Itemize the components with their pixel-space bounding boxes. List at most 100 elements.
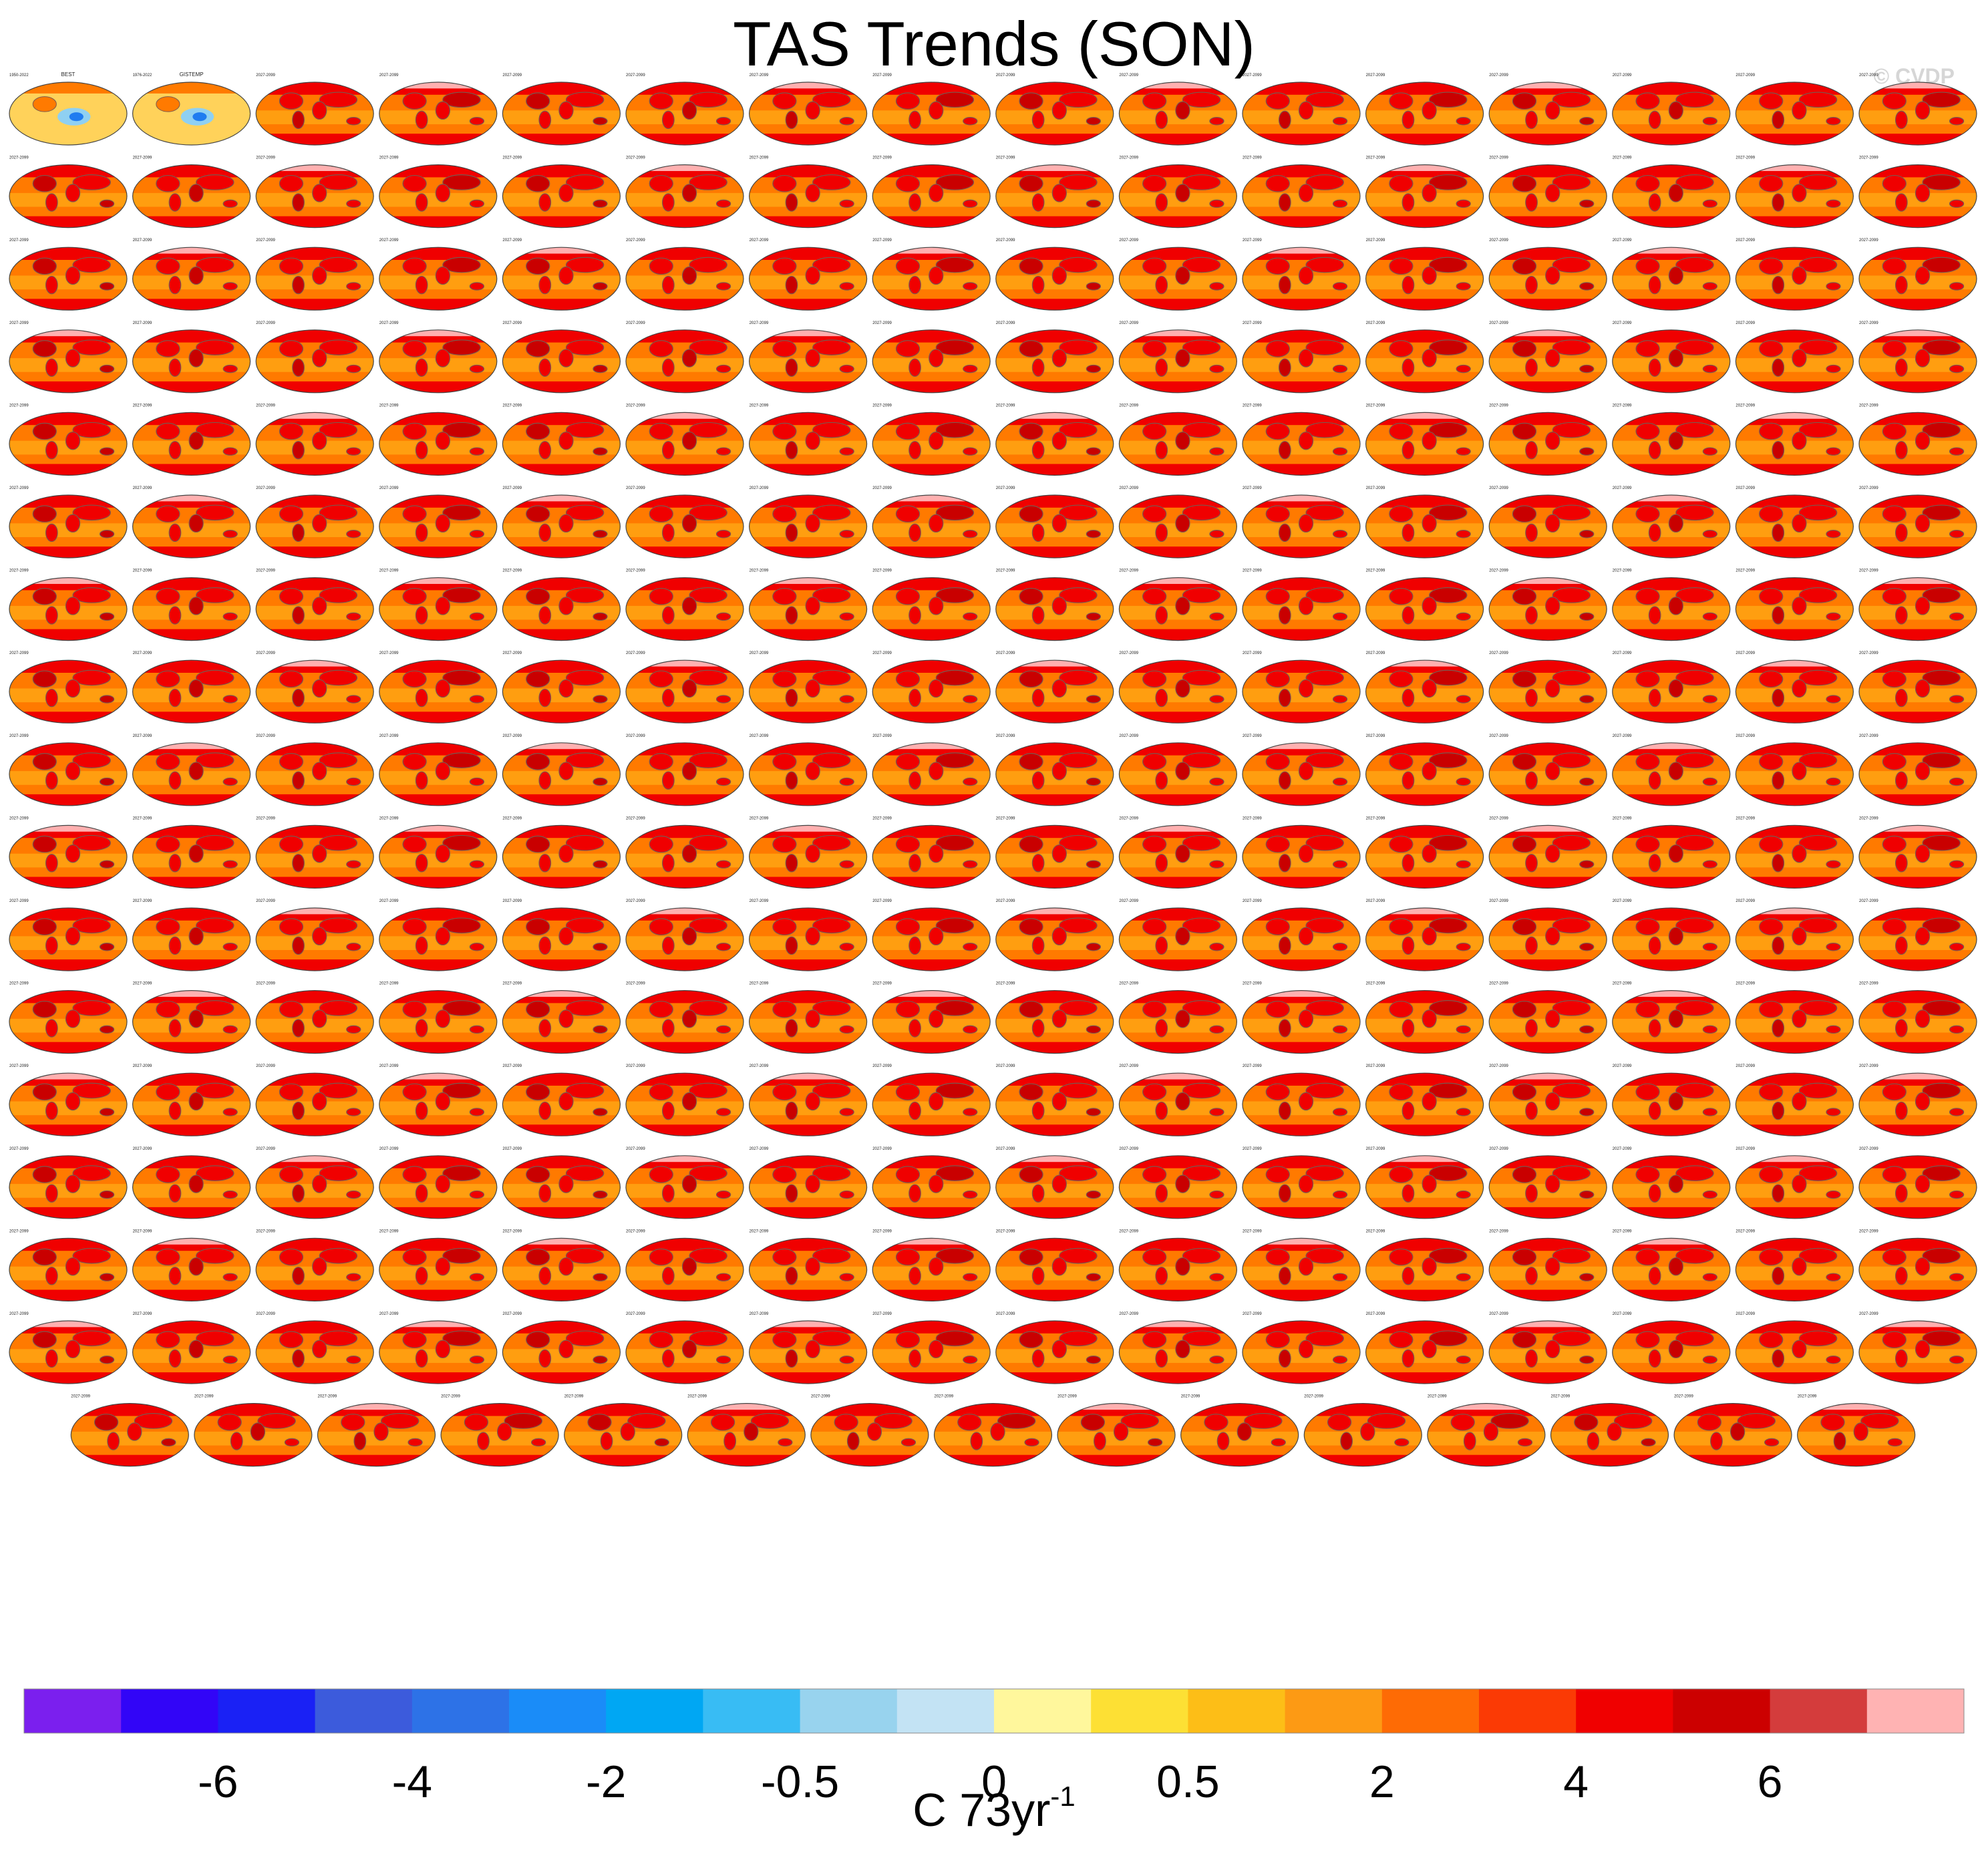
model-period-label: 2027-2099 bbox=[1735, 734, 1755, 738]
map-panel: 2027-2099 bbox=[1118, 982, 1238, 1054]
map-panel: 2027-2099 bbox=[379, 1312, 498, 1384]
map-panel: 2027-2099 bbox=[1118, 899, 1238, 971]
model-period-label: 2027-2099 bbox=[1735, 239, 1755, 243]
model-period-label: 2027-2099 bbox=[750, 321, 769, 325]
model-period-label: 2027-2099 bbox=[1613, 486, 1632, 490]
map-panel: 2027-2099 bbox=[1242, 982, 1361, 1054]
map-panel: 2027-2099 bbox=[564, 1395, 683, 1467]
model-period-label: 2027-2099 bbox=[256, 321, 275, 325]
map-panel: 2027-2099 bbox=[132, 816, 251, 889]
map-panel: 2027-2099 bbox=[1735, 1229, 1854, 1302]
model-period-label: 2027-2099 bbox=[996, 651, 1015, 655]
map-panel: 2027-2099 bbox=[132, 156, 251, 228]
model-period-label: 2027-2099 bbox=[1859, 982, 1878, 986]
model-period-label: 2027-2099 bbox=[1859, 899, 1878, 903]
colorbar-segment bbox=[606, 1689, 703, 1733]
map-panel: 2027-2099 bbox=[1242, 321, 1361, 394]
model-period-label: 2027-2099 bbox=[750, 486, 769, 490]
map-panel: 2027-2099 bbox=[1612, 651, 1731, 724]
map-panel: 2027-2099 bbox=[1242, 816, 1361, 889]
map-panel: 2027-2099 bbox=[1735, 734, 1854, 806]
model-period-label: 2027-2099 bbox=[9, 816, 29, 820]
model-period-label: 2027-2099 bbox=[1366, 156, 1385, 160]
map-panel: 2027-2099 bbox=[1118, 569, 1238, 641]
map-panel: 2027-2099 bbox=[748, 321, 868, 394]
model-period-label: 2027-2099 bbox=[1242, 1312, 1262, 1316]
model-period-label: 2027-2099 bbox=[1613, 816, 1632, 820]
colorbar-tick-label: 4 bbox=[1563, 1756, 1589, 1807]
map-panel: 2027-2099 bbox=[995, 651, 1114, 724]
map-panel: 2027-2099 bbox=[1365, 1312, 1484, 1384]
map-panel: 2027-2099 bbox=[1735, 1312, 1854, 1384]
map-panel: 2027-2099 bbox=[132, 1064, 251, 1136]
model-period-label: 2027-2099 bbox=[1735, 1312, 1755, 1316]
model-period-label: 2027-2099 bbox=[1119, 1312, 1138, 1316]
map-panel: 2027-2099 bbox=[1612, 321, 1731, 394]
map-panel: 2027-2099 bbox=[1612, 486, 1731, 559]
map-panel: 2027-2099 bbox=[872, 734, 991, 806]
map-panel: 2027-2099 bbox=[995, 1064, 1114, 1136]
model-period-label: 2027-2099 bbox=[996, 982, 1015, 986]
map-panel: BEST 1950-2022 bbox=[9, 71, 128, 146]
model-period-label: 2027-2099 bbox=[1366, 569, 1385, 573]
map-panel: 2027-2099 bbox=[625, 239, 744, 311]
map-panel: 2027-2099 bbox=[379, 404, 498, 476]
model-period-label: 2027-2099 bbox=[1366, 651, 1385, 655]
model-period-label: 2027-2099 bbox=[1674, 1395, 1693, 1399]
model-period-label: 2027-2099 bbox=[1366, 1147, 1385, 1151]
map-panel: 2027-2099 bbox=[255, 1147, 374, 1219]
colorbar-tick-label: -6 bbox=[198, 1756, 238, 1807]
model-period-label: 2027-2099 bbox=[256, 73, 275, 77]
model-period-label: 2027-2099 bbox=[133, 734, 152, 738]
map-panel: 2027-2099 bbox=[748, 651, 868, 724]
model-period-label: 2027-2099 bbox=[379, 486, 399, 490]
map-panel: 2027-2099 bbox=[502, 156, 621, 228]
map-panel: 2027-2099 bbox=[1735, 816, 1854, 889]
model-period-label: 2027-2099 bbox=[9, 899, 29, 903]
model-period-label: 2027-2099 bbox=[1119, 899, 1138, 903]
map-panel: 2027-2099 bbox=[748, 1229, 868, 1302]
map-panel: 2027-2099 bbox=[1735, 899, 1854, 971]
map-panel: 2027-2099 bbox=[995, 239, 1114, 311]
model-period-label: 2027-2099 bbox=[750, 651, 769, 655]
map-panel: 2027-2099 bbox=[1242, 1064, 1361, 1136]
map-panel: 2027-2099 bbox=[872, 1147, 991, 1219]
map-panel: 2027-2099 bbox=[1242, 734, 1361, 806]
map-panel: 2027-2099 bbox=[1365, 651, 1484, 724]
model-period-label: 2027-2099 bbox=[1735, 651, 1755, 655]
map-panel: 2027-2099 bbox=[1858, 734, 1977, 806]
map-panel-grid: BEST 1950-2022 GISTEMP 1976-2022 2027-2099 20… bbox=[9, 71, 1977, 1467]
model-period-label: 2027-2099 bbox=[1242, 651, 1262, 655]
map-panel: 2027-2099 bbox=[255, 651, 374, 724]
colorbar-segment bbox=[1188, 1689, 1286, 1733]
colorbar-tick-label: 2 bbox=[1369, 1756, 1395, 1807]
map-panel: 2027-2099 bbox=[379, 816, 498, 889]
map-panel: 2027-2099 bbox=[995, 486, 1114, 559]
map-panel: 2027-2099 bbox=[1365, 816, 1484, 889]
model-period-label: 2027-2099 bbox=[1613, 404, 1632, 408]
model-period-label: 2027-2099 bbox=[1489, 1147, 1508, 1151]
colorbar-segment bbox=[315, 1689, 413, 1733]
model-period-label: 2027-2099 bbox=[1735, 486, 1755, 490]
map-panel: 2027-2099 bbox=[1488, 404, 1607, 476]
map-panel: 2027-2099 bbox=[9, 899, 128, 971]
model-period-label: 2027-2099 bbox=[502, 239, 522, 243]
model-period-label: 2027-2099 bbox=[996, 734, 1015, 738]
model-period-label: 2027-2099 bbox=[1119, 982, 1138, 986]
model-period-label: 2027-2099 bbox=[626, 1312, 645, 1316]
colorbar-segment bbox=[1770, 1689, 1868, 1733]
model-period-label: 2027-2099 bbox=[872, 899, 892, 903]
map-panel: 2027-2099 bbox=[132, 899, 251, 971]
model-period-label: 2027-2099 bbox=[1489, 816, 1508, 820]
map-panel: 2027-2099 bbox=[1858, 73, 1977, 146]
map-panel: 2027-2099 bbox=[1242, 486, 1361, 559]
map-panel: 2027-2099 bbox=[1735, 486, 1854, 559]
map-panel: 2027-2099 bbox=[1858, 239, 1977, 311]
map-panel: 2027-2099 bbox=[502, 1064, 621, 1136]
map-panel: 2027-2099 bbox=[132, 651, 251, 724]
map-panel: 2027-2099 bbox=[872, 239, 991, 311]
model-period-label: 2027-2099 bbox=[1613, 982, 1632, 986]
colorbar-segment bbox=[1285, 1689, 1383, 1733]
model-period-label: 2027-2099 bbox=[1119, 404, 1138, 408]
map-panel: 2027-2099 bbox=[625, 982, 744, 1054]
